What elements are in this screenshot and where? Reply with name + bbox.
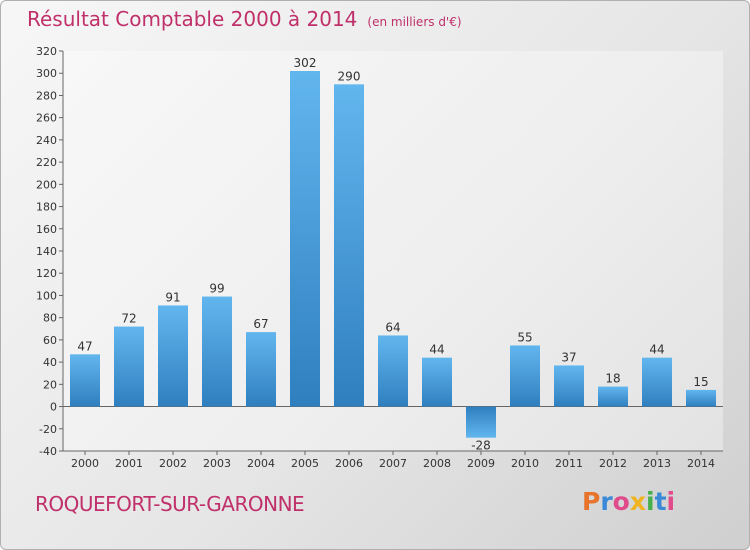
x-tick-label: 2006: [335, 457, 363, 470]
x-tick-label: 2013: [643, 457, 671, 470]
x-tick-label: 2003: [203, 457, 231, 470]
y-tick-label: 200: [36, 178, 57, 191]
bar-value-label: 44: [649, 343, 664, 357]
bar: [334, 84, 364, 407]
y-tick-label: 220: [36, 156, 57, 169]
bar-value-label: 47: [77, 339, 92, 353]
brand-letter: r: [600, 487, 613, 516]
bar-value-label: 99: [209, 282, 224, 296]
chart-header: Résultat Comptable 2000 à 2014 (en millie…: [27, 7, 462, 31]
chart-axes: -40 -20 0 20 40 60 80 100 120 140 160 180 200 220 240 2…: [36, 45, 723, 470]
x-tick-label: 2005: [291, 457, 319, 470]
y-tick-label: 100: [36, 289, 57, 302]
bar-series: 47 72 91 99 67 302 290 64 44 -28 55 37 18 44 15: [70, 56, 716, 453]
bar: [686, 389, 716, 407]
bar-value-label: -28: [471, 439, 491, 453]
y-tick-label: 280: [36, 89, 57, 102]
bar-value-label: 67: [253, 317, 268, 331]
chart-unit: (en milliers d'€): [367, 15, 462, 29]
bar: [554, 365, 584, 407]
bar: [466, 406, 496, 438]
x-tick-label: 2010: [511, 457, 539, 470]
brand-letter: P: [582, 487, 601, 516]
y-tick-label: 180: [36, 201, 57, 214]
bar: [70, 354, 100, 407]
brand-letter: x: [629, 487, 646, 516]
y-tick-label: 260: [36, 112, 57, 125]
bar: [246, 332, 276, 407]
x-tick-label: 2012: [599, 457, 627, 470]
bar-value-label: 15: [693, 375, 708, 389]
y-tick-label: 0: [50, 401, 57, 414]
y-tick-label: 160: [36, 223, 57, 236]
y-tick-label: 120: [36, 267, 57, 280]
y-tick-label: 320: [36, 45, 57, 58]
x-tick-label: 2008: [423, 457, 451, 470]
brand-letter: i: [666, 487, 676, 516]
bar-value-label: 302: [294, 56, 317, 70]
y-tick-label: 300: [36, 67, 57, 80]
x-tick-label: 2009: [467, 457, 495, 470]
x-tick-label: 2001: [115, 457, 143, 470]
y-tick-label: 40: [43, 356, 57, 369]
bar-value-label: 72: [121, 312, 136, 326]
bar-value-label: 37: [561, 350, 576, 364]
bar: [510, 345, 540, 407]
x-tick-label: 2004: [247, 457, 275, 470]
proxiti-logo: Proxiti: [582, 487, 675, 516]
bar: [114, 326, 144, 407]
y-tick-label: 240: [36, 134, 57, 147]
x-tick-label: 2014: [687, 457, 715, 470]
y-tick-label: -20: [39, 423, 57, 436]
brand-letter: t: [654, 487, 667, 516]
chart-title: Résultat Comptable 2000 à 2014: [27, 7, 358, 31]
bar-value-label: 18: [605, 372, 620, 386]
x-tick-label: 2011: [555, 457, 583, 470]
y-tick-label: 60: [43, 334, 57, 347]
bar: [378, 335, 408, 407]
bar-value-label: 91: [165, 290, 180, 304]
bar: [202, 296, 232, 407]
bar-value-label: 64: [385, 320, 400, 334]
y-tick-label: 80: [43, 312, 57, 325]
x-tick-label: 2000: [71, 457, 99, 470]
x-tick-label: 2002: [159, 457, 187, 470]
city-name: ROQUEFORT-SUR-GARONNE: [35, 492, 305, 516]
bar: [290, 71, 320, 407]
y-tick-label: 140: [36, 245, 57, 258]
brand-letter: o: [612, 487, 630, 516]
bar: [158, 305, 188, 407]
bar: [598, 386, 628, 407]
bar-value-label: 44: [429, 343, 444, 357]
y-tick-label: 20: [43, 378, 57, 391]
bar-value-label: 55: [517, 330, 532, 344]
bar: [422, 357, 452, 407]
brand-letter: i: [646, 487, 655, 516]
bar-value-label: 290: [338, 69, 361, 83]
x-tick-label: 2007: [379, 457, 407, 470]
bar: [642, 357, 672, 407]
y-tick-label: -40: [39, 445, 57, 458]
